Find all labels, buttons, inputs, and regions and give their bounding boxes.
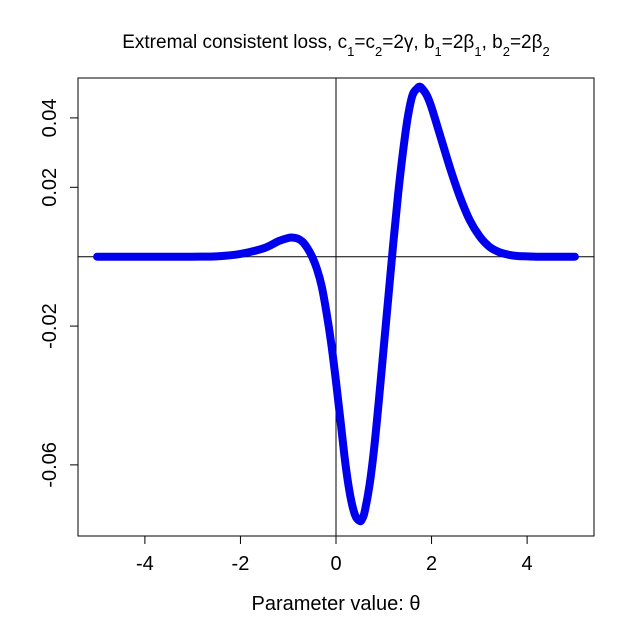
x-tick-label: -4 bbox=[136, 553, 154, 575]
title-part: , b bbox=[482, 32, 503, 53]
title-part: =2β bbox=[510, 32, 543, 53]
title-part: 2 bbox=[543, 44, 550, 59]
title-part: 2 bbox=[503, 44, 510, 59]
x-tick-label: 2 bbox=[426, 553, 437, 575]
title-part: =c bbox=[354, 32, 375, 53]
title-part: Extremal consistent loss, c bbox=[122, 32, 347, 53]
y-axis: 0.04 0.02 -0.02 -0.06 bbox=[39, 98, 79, 488]
y-tick-label: 0.04 bbox=[39, 98, 61, 137]
x-axis-title: Parameter value: θ bbox=[252, 593, 421, 615]
series-layer bbox=[93, 82, 579, 526]
chart-title: Extremal consistent loss, c1=c2=2γ, b1=2… bbox=[122, 32, 550, 59]
series-line-0 bbox=[93, 82, 579, 526]
title-part: =2γ, b bbox=[382, 32, 434, 53]
x-tick-label: 0 bbox=[330, 553, 341, 575]
x-axis: -4 -2 0 2 4 bbox=[136, 535, 533, 575]
title-part: =2β bbox=[442, 32, 475, 53]
y-tick-label: -0.06 bbox=[39, 442, 61, 488]
reference-lines bbox=[78, 78, 594, 536]
y-tick-label: -0.02 bbox=[39, 303, 61, 349]
title-part: 2 bbox=[375, 44, 382, 59]
x-tick-label: -2 bbox=[232, 553, 250, 575]
title-part: 1 bbox=[435, 44, 442, 59]
title-part: 1 bbox=[474, 44, 481, 59]
y-tick-label: 0.02 bbox=[39, 168, 61, 207]
x-tick-label: 4 bbox=[522, 553, 533, 575]
title-part: 1 bbox=[347, 44, 354, 59]
